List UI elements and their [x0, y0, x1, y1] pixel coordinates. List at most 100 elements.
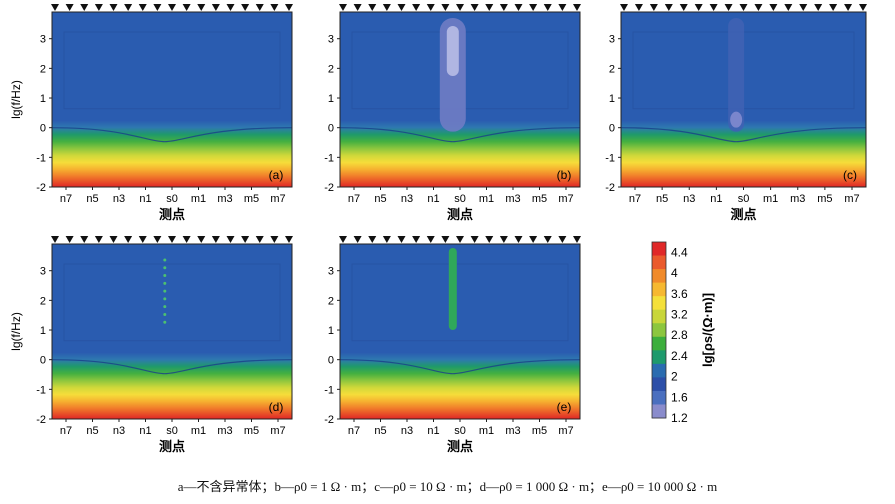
anomaly-dot: [163, 305, 167, 309]
station-marker: [211, 236, 220, 243]
anomaly-dot: [163, 274, 167, 278]
panel-label: (a): [269, 168, 284, 182]
station-marker: [270, 4, 279, 11]
anomaly-dot: [163, 320, 167, 324]
x-tick-label: m1: [763, 193, 778, 205]
panel-e: 3 2 1 0 -1 -2 n7 n5 n3 n1 s0 m1 m3 m5 m7 测点 (e): [324, 236, 581, 454]
x-tick-label: n3: [401, 193, 413, 205]
contour-dip: [51, 359, 293, 375]
figure-caption: a—不含异常体；b—ρ0 = 1 Ω · m；c—ρ0 = 10 Ω · m；d…: [177, 479, 718, 494]
x-tick-label: s0: [454, 425, 466, 437]
y-tick-label: -2: [605, 182, 615, 194]
anomaly-dot: [163, 258, 167, 262]
station-marker: [456, 4, 464, 11]
anomaly-dot: [163, 297, 167, 301]
x-tick-label: n3: [683, 193, 695, 205]
x-tick-label: n1: [139, 193, 151, 205]
anomaly-dot: [163, 289, 167, 293]
y-tick-label: 1: [40, 325, 46, 337]
x-tick-label: m3: [217, 425, 232, 437]
colorbar-swatch: [652, 336, 666, 351]
y-tick-label: -1: [324, 152, 334, 164]
x-tick-label: s0: [166, 425, 178, 437]
x-axis-label: 测点: [159, 439, 185, 454]
x-tick-label: m3: [217, 193, 232, 205]
y-tick-label: 3: [40, 34, 46, 46]
station-marker: [211, 4, 220, 11]
station-marker: [368, 236, 377, 243]
station-marker: [514, 236, 523, 243]
station-marker: [441, 236, 450, 243]
station-marker: [485, 4, 494, 11]
station-marker: [412, 236, 421, 243]
y-tick-label: 2: [328, 63, 334, 75]
x-tick-label: m1: [191, 425, 206, 437]
contour-dip: [51, 127, 293, 143]
panel-a: 3 2 1 0 -1 -2 lg(f/Hz) n7 n5 n3 n1 s0 m1 m3 m5 m7 测点 (a): [9, 4, 293, 222]
station-marker: [529, 4, 538, 11]
x-tick-label: m1: [479, 193, 494, 205]
x-tick-label: n5: [374, 425, 386, 437]
colorbar-swatch: [652, 377, 666, 392]
colorbar-swatch: [652, 309, 666, 324]
x-tick-label: m7: [270, 425, 285, 437]
y-tick-label: 1: [609, 93, 615, 105]
station-marker: [153, 236, 162, 243]
contour-dip: [339, 359, 581, 375]
panel-d: 3 2 1 0 -1 -2 lg(f/Hz) n7 n5 n3 n1 s0 m1 m3 m5 m7 测点 (d): [9, 236, 293, 454]
station-marker: [255, 236, 264, 243]
station-marker: [51, 236, 59, 243]
x-tick-label: m5: [244, 193, 259, 205]
x-tick-label: m1: [479, 425, 494, 437]
station-marker: [65, 236, 74, 243]
station-marker: [382, 236, 391, 243]
station-marker: [724, 4, 733, 11]
station-marker: [620, 4, 628, 11]
station-marker: [94, 4, 103, 11]
colorbar-swatch: [652, 255, 666, 270]
station-marker: [353, 236, 362, 243]
colorbar-swatch: [652, 404, 666, 419]
station-marker: [485, 236, 494, 243]
y-tick-label: 1: [328, 93, 334, 105]
y-tick-label: 3: [328, 266, 334, 278]
y-tick-label: 3: [328, 34, 334, 46]
x-tick-label: m7: [558, 193, 573, 205]
colorbar-tick-label: 1.6: [671, 390, 688, 404]
x-tick-label: n1: [139, 425, 151, 437]
station-marker: [285, 4, 293, 11]
station-marker: [138, 4, 147, 11]
x-tick-label: n7: [348, 425, 360, 437]
colorbar-tick-label: 4.4: [671, 245, 688, 259]
station-marker: [558, 4, 567, 11]
x-tick-label: n5: [656, 193, 668, 205]
x-tick-label: n1: [427, 425, 439, 437]
x-axis-label: 测点: [159, 207, 185, 222]
station-marker: [168, 236, 176, 243]
station-marker: [859, 4, 867, 11]
x-tick-label: m7: [844, 193, 859, 205]
colorbar-swatch: [652, 269, 666, 284]
y-tick-label: 0: [609, 123, 615, 135]
station-marker: [649, 4, 658, 11]
panel-field: [52, 12, 292, 187]
station-marker: [182, 4, 191, 11]
station-marker: [543, 4, 552, 11]
y-tick-label: 2: [609, 63, 615, 75]
station-marker: [80, 236, 89, 243]
station-marker: [397, 236, 406, 243]
x-tick-label: m1: [191, 193, 206, 205]
panel-b: 3 2 1 0 -1 -2 n7 n5 n3 n1 s0 m1 m3 m5 m7 测点 (b): [324, 4, 581, 222]
colorbar-tick-label: 2: [671, 370, 678, 384]
x-tick-label: n5: [374, 193, 386, 205]
colorbar-frame: [651, 241, 667, 419]
x-tick-label: m5: [532, 193, 547, 205]
station-marker: [65, 4, 74, 11]
x-tick-label: n5: [86, 425, 98, 437]
x-tick-label: n7: [60, 425, 72, 437]
station-marker: [153, 4, 162, 11]
panel-field: [340, 244, 580, 419]
station-marker: [709, 4, 718, 11]
y-tick-label: -1: [36, 152, 46, 164]
station-marker: [368, 4, 377, 11]
